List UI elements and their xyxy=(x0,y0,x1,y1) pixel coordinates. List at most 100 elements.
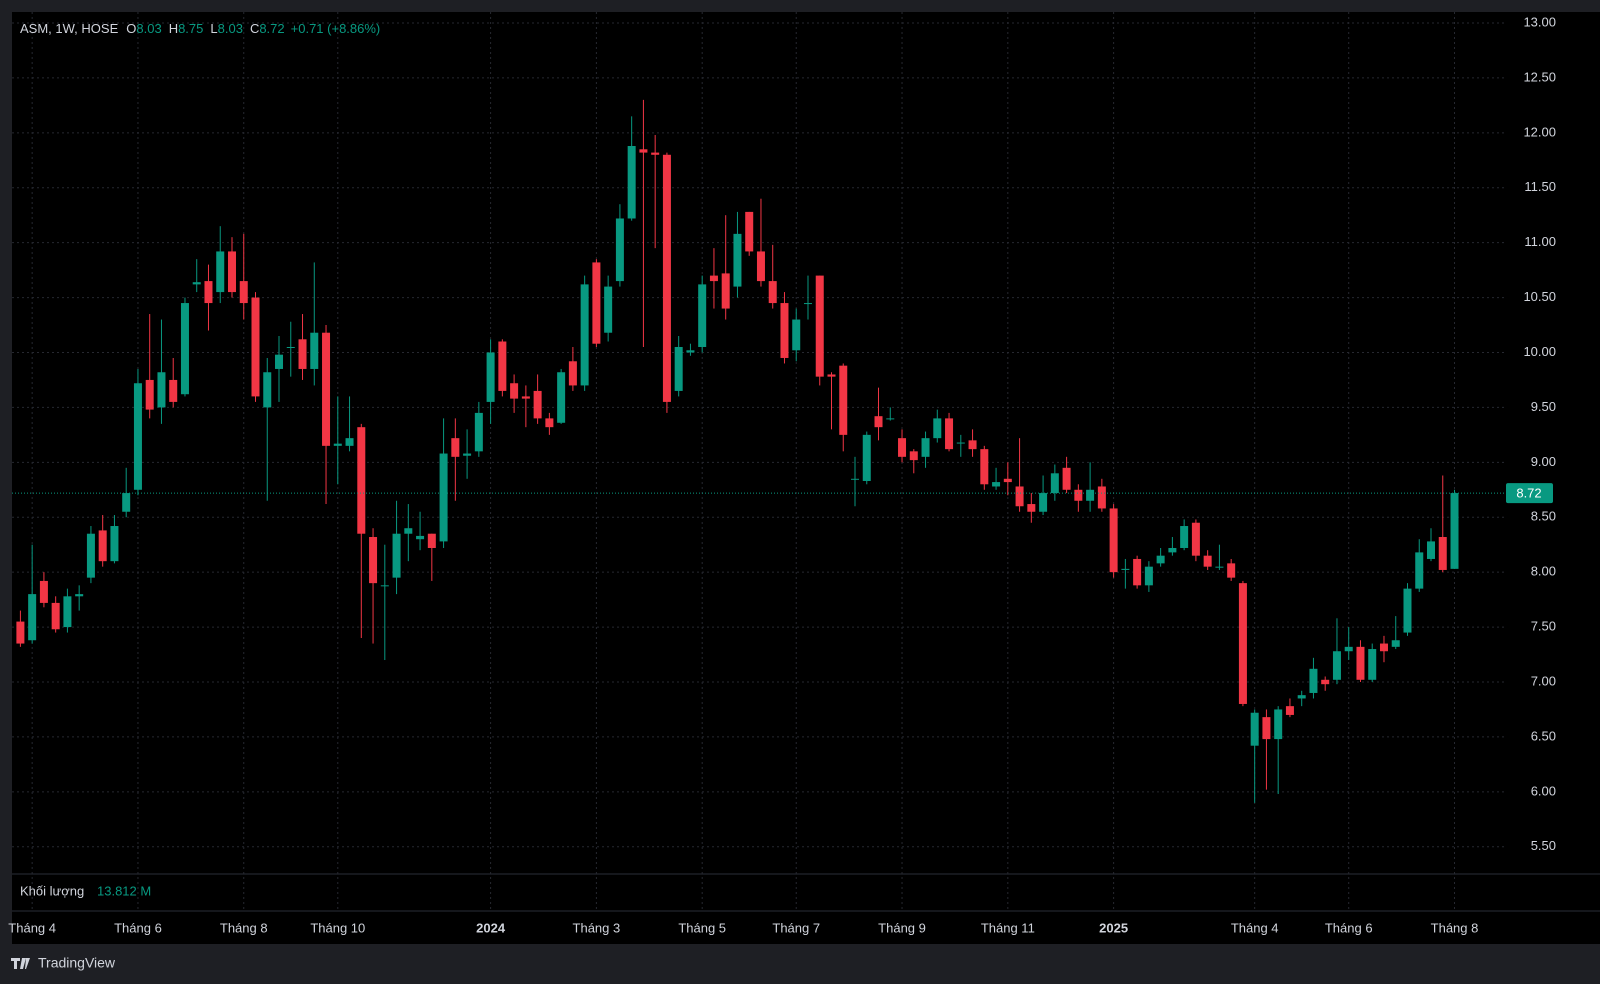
candle-body xyxy=(275,354,284,369)
candle-body xyxy=(439,453,448,542)
last-price-label: 8.72 xyxy=(1516,486,1541,501)
candle-body xyxy=(51,602,60,630)
candle-body xyxy=(1415,552,1424,589)
candle-body xyxy=(192,282,201,285)
candle-body xyxy=(1203,555,1212,567)
candle-body xyxy=(1121,568,1130,570)
brand-name: TradingView xyxy=(38,955,116,971)
ohlc-value: 8.03 xyxy=(136,21,161,36)
candle-body xyxy=(133,383,142,490)
x-tick-label: Tháng 3 xyxy=(573,920,621,935)
candle-body xyxy=(815,275,824,377)
candle-body xyxy=(1344,646,1353,652)
candle-body xyxy=(933,418,942,439)
candle-body xyxy=(533,390,542,419)
candle-body xyxy=(980,449,989,485)
candle-body xyxy=(1027,504,1036,512)
y-tick-label: 6.50 xyxy=(1531,728,1556,743)
candle-body xyxy=(839,365,848,435)
candle-body xyxy=(698,284,707,347)
candles xyxy=(16,99,1459,803)
candle-body xyxy=(1297,695,1306,699)
symbol: ASM, 1W, HOSE xyxy=(20,21,119,36)
candle-body xyxy=(451,438,460,457)
candle-body xyxy=(122,493,131,512)
candle-body xyxy=(63,596,72,628)
candle-body xyxy=(1391,640,1400,647)
ohlc-value: 8.72 xyxy=(259,21,284,36)
volume-label: Khối lượng xyxy=(20,883,84,898)
candle-body xyxy=(1450,493,1459,569)
candle-body xyxy=(1274,709,1283,740)
y-tick-label: 8.50 xyxy=(1531,509,1556,524)
y-tick-label: 13.00 xyxy=(1523,14,1556,29)
candle-body xyxy=(874,416,883,428)
candle-body xyxy=(580,284,589,386)
candle-body xyxy=(239,281,248,304)
candle-body xyxy=(392,533,401,578)
candle-body xyxy=(827,374,836,377)
x-tick-label: Tháng 10 xyxy=(310,920,365,935)
candle-body xyxy=(733,233,742,287)
y-tick-label: 9.50 xyxy=(1531,399,1556,414)
last-price-tag xyxy=(1506,483,1553,504)
candle-body xyxy=(169,379,178,402)
candle-body xyxy=(545,418,554,428)
candle-body xyxy=(322,332,331,446)
ohlc-label: C xyxy=(250,21,259,36)
y-tick-label: 8.00 xyxy=(1531,564,1556,579)
y-tick-label: 11.50 xyxy=(1524,179,1556,194)
y-tick-label: 11.00 xyxy=(1524,234,1556,249)
candle-body xyxy=(404,528,413,534)
y-tick-label: 10.50 xyxy=(1523,289,1556,304)
candle-body xyxy=(1097,486,1106,509)
candle-body xyxy=(1133,558,1142,586)
x-tick-label: Tháng 7 xyxy=(772,920,820,935)
candle-body xyxy=(369,537,378,584)
candle-body xyxy=(1321,679,1330,685)
candle-body xyxy=(1109,508,1118,573)
ohlc-label: O xyxy=(126,21,136,36)
candle-body xyxy=(780,303,789,358)
candle-body xyxy=(557,372,566,423)
candle-body xyxy=(909,451,918,461)
candle-body xyxy=(1003,478,1012,483)
candle-body xyxy=(427,533,436,548)
candle-body xyxy=(1180,526,1189,548)
candle-body xyxy=(803,303,812,305)
candle-body xyxy=(1262,717,1271,740)
x-tick-label: Tháng 4 xyxy=(1231,920,1279,935)
candle-body xyxy=(1062,467,1071,490)
candle-body xyxy=(216,251,225,293)
grid xyxy=(12,12,1505,911)
x-tick-label: 2025 xyxy=(1099,920,1128,935)
y-tick-label: 5.50 xyxy=(1531,838,1556,853)
candle-body xyxy=(521,396,530,399)
candle-body xyxy=(286,346,295,348)
volume-value: 13.812 M xyxy=(97,883,151,898)
candle-body xyxy=(227,251,236,293)
x-tick-label: Tháng 6 xyxy=(114,920,162,935)
candle-body xyxy=(345,438,354,446)
candle-body xyxy=(1191,522,1200,556)
x-tick-label: Tháng 8 xyxy=(1431,920,1479,935)
candle-body xyxy=(639,149,648,153)
candle-body xyxy=(1238,583,1247,704)
candle-body xyxy=(992,482,1001,487)
candle-body xyxy=(463,453,472,456)
x-tick-label: Tháng 8 xyxy=(220,920,268,935)
y-tick-label: 7.00 xyxy=(1531,673,1556,688)
candle-body xyxy=(1144,566,1153,586)
y-tick-label: 7.50 xyxy=(1531,619,1556,634)
candle-body xyxy=(651,152,660,155)
candle-body xyxy=(204,281,213,304)
candle-body xyxy=(75,594,84,597)
candle-body xyxy=(380,585,389,587)
ohlc-value: 8.03 xyxy=(218,21,243,36)
candle-body xyxy=(768,281,777,304)
candle-body xyxy=(792,319,801,351)
candle-body xyxy=(1356,646,1365,680)
candle-body xyxy=(1086,489,1095,501)
y-tick-label: 12.00 xyxy=(1523,124,1556,139)
